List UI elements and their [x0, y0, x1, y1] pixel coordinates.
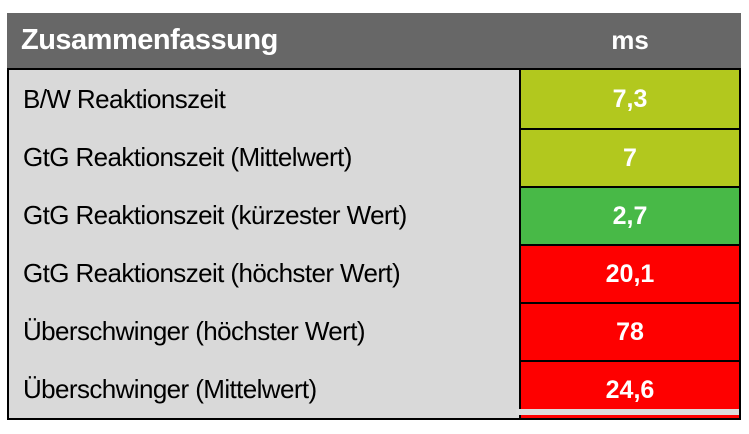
- table-header-row: Zusammenfassung ms: [7, 13, 741, 68]
- table-row: Überschwinger (Mittelwert) 24,6: [9, 360, 739, 418]
- table-body: B/W Reaktionszeit 7,3 GtG Reaktionszeit …: [7, 68, 741, 420]
- row-label: GtG Reaktionszeit (Mittelwert): [9, 128, 519, 186]
- table-row: Überschwinger (höchster Wert) 78: [9, 302, 739, 360]
- row-label: Überschwinger (Mittelwert): [9, 360, 519, 418]
- table-title: Zusammenfassung: [21, 24, 278, 56]
- row-value: 24,6: [519, 360, 739, 418]
- table-row: GtG Reaktionszeit (Mittelwert) 7: [9, 128, 739, 186]
- row-label: Überschwinger (höchster Wert): [9, 302, 519, 360]
- table-row: B/W Reaktionszeit 7,3: [9, 70, 739, 128]
- summary-table: Zusammenfassung ms B/W Reaktionszeit 7,3…: [7, 13, 741, 420]
- table-row: GtG Reaktionszeit (höchster Wert) 20,1: [9, 244, 739, 302]
- row-value: 2,7: [519, 186, 739, 244]
- row-value: 7,3: [519, 70, 739, 128]
- row-label: B/W Reaktionszeit: [9, 70, 519, 128]
- value-column-shadow: [516, 409, 739, 415]
- row-value: 20,1: [519, 244, 739, 302]
- row-value: 7: [519, 128, 739, 186]
- unit-header: ms: [611, 25, 649, 55]
- row-label: GtG Reaktionszeit (kürzester Wert): [9, 186, 519, 244]
- row-value: 78: [519, 302, 739, 360]
- row-label: GtG Reaktionszeit (höchster Wert): [9, 244, 519, 302]
- table-row: GtG Reaktionszeit (kürzester Wert) 2,7: [9, 186, 739, 244]
